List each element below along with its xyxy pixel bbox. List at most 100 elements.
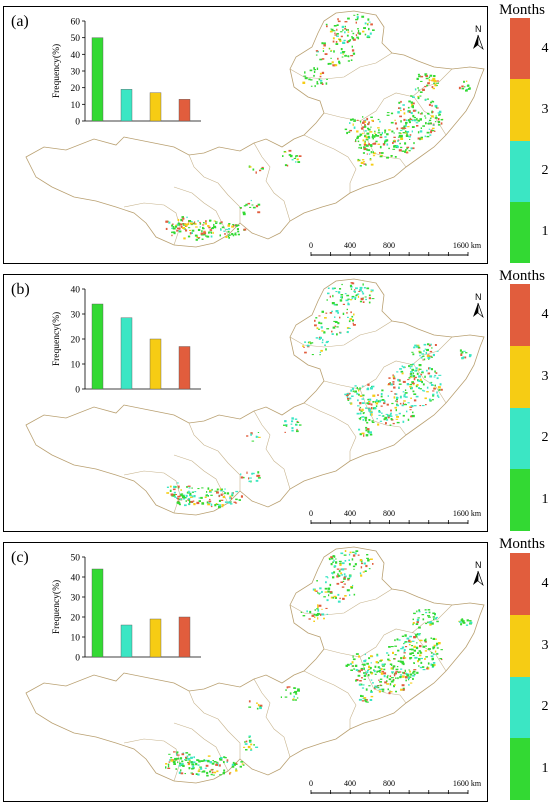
- map-pixel: [350, 59, 353, 61]
- map-pixel: [420, 373, 423, 376]
- map-pixel: [188, 762, 190, 765]
- map-pixel: [346, 131, 348, 135]
- map-pixel: [334, 597, 337, 599]
- map-pixel: [355, 679, 359, 682]
- map-pixel: [216, 488, 219, 491]
- map-pixel: [319, 72, 322, 75]
- map-pixel: [366, 117, 369, 121]
- map-pixel: [314, 609, 316, 611]
- map-pixel: [435, 117, 438, 119]
- map-pixel: [302, 345, 305, 347]
- map-pixel: [224, 233, 226, 235]
- map-pixel: [362, 30, 365, 33]
- map-pixel: [411, 104, 414, 107]
- scale-bar-label: 800: [383, 509, 395, 518]
- map-pixel: [240, 495, 243, 498]
- map-pixel: [351, 297, 353, 300]
- map-pixel: [412, 375, 416, 378]
- map-pixel: [396, 415, 399, 418]
- map-pixel: [329, 62, 332, 65]
- map-pixel: [293, 692, 296, 694]
- map-pixel: [361, 687, 365, 689]
- map-pixel: [323, 596, 326, 598]
- map-pixel: [421, 614, 425, 616]
- map-pixel: [371, 420, 374, 422]
- map-pixel: [248, 700, 251, 703]
- map-pixel: [391, 383, 395, 385]
- map-pixel: [314, 319, 316, 322]
- map-pixel: [384, 129, 387, 132]
- y-tick-label: 0: [75, 654, 80, 664]
- map-pixel: [388, 147, 390, 150]
- map-pixel: [467, 88, 471, 90]
- map-pixel: [171, 223, 174, 225]
- map-pixel: [371, 119, 374, 122]
- map-pixel: [432, 353, 435, 357]
- map-pixel: [342, 597, 345, 600]
- map-pixel: [331, 557, 334, 560]
- map-pixel: [297, 688, 300, 691]
- map-pixel: [365, 139, 369, 141]
- map-pixel: [350, 669, 353, 671]
- map-pixel: [368, 121, 370, 124]
- map-pixel: [419, 654, 422, 657]
- map-pixel: [387, 658, 390, 661]
- map-pixel: [218, 504, 221, 507]
- map-pixel: [406, 383, 409, 386]
- map-pixel: [403, 655, 405, 657]
- panel-c-svg: (c) N0 400 800 1600 km01020304050Frequency(%…: [11, 546, 485, 794]
- map-pixel: [362, 301, 365, 303]
- map-pixel: [366, 557, 369, 559]
- map-pixel: [296, 420, 299, 423]
- map-pixel: [395, 393, 398, 395]
- map-pixel: [403, 672, 406, 675]
- y-axis-label: Frequency(%): [51, 44, 62, 98]
- map-pixel: [317, 604, 319, 607]
- map-pixel: [216, 503, 219, 506]
- bar-month-3: [149, 338, 162, 390]
- map-pixel: [351, 30, 353, 32]
- map-pixel: [191, 763, 195, 766]
- map-pixel: [365, 163, 367, 166]
- map-pixel: [331, 28, 334, 31]
- map-pixel: [219, 490, 223, 492]
- map-pixel: [224, 492, 226, 495]
- map-pixel: [341, 574, 343, 576]
- map-pixel: [400, 134, 403, 138]
- map-pixel: [292, 698, 295, 700]
- map-pixel: [378, 411, 381, 413]
- map-pixel: [190, 232, 193, 234]
- map-pixel: [465, 89, 468, 92]
- map-pixel: [432, 100, 435, 103]
- map-pixel: [214, 504, 217, 507]
- map-pixel: [376, 670, 378, 673]
- map-pixel: [375, 134, 377, 136]
- map-pixel: [323, 44, 326, 47]
- map-pixel: [363, 146, 366, 149]
- map-pixel: [378, 129, 380, 132]
- legend-title: Months: [499, 268, 545, 284]
- bar-month-4: [178, 346, 191, 390]
- map-pixel: [360, 669, 363, 671]
- map-pixel: [430, 101, 433, 104]
- map-pixel: [228, 223, 231, 225]
- y-tick-label: 30: [71, 594, 81, 604]
- map-pixel: [343, 577, 346, 580]
- map-pixel: [319, 592, 322, 594]
- map-pixel: [358, 144, 362, 146]
- map-pixel: [432, 77, 436, 81]
- map-pixel: [342, 29, 344, 31]
- map-pixel: [296, 430, 299, 433]
- map-pixel: [403, 657, 405, 660]
- map-pixel: [378, 414, 381, 416]
- map-pixel: [339, 40, 342, 42]
- map-pixel: [429, 117, 432, 119]
- map-pixel: [420, 127, 422, 129]
- map-pixel: [359, 286, 363, 289]
- map-pixel: [423, 639, 427, 642]
- map-pixel: [439, 658, 442, 660]
- map-pixel: [191, 766, 194, 768]
- province-boundary: [173, 186, 229, 236]
- map-pixel: [200, 496, 203, 499]
